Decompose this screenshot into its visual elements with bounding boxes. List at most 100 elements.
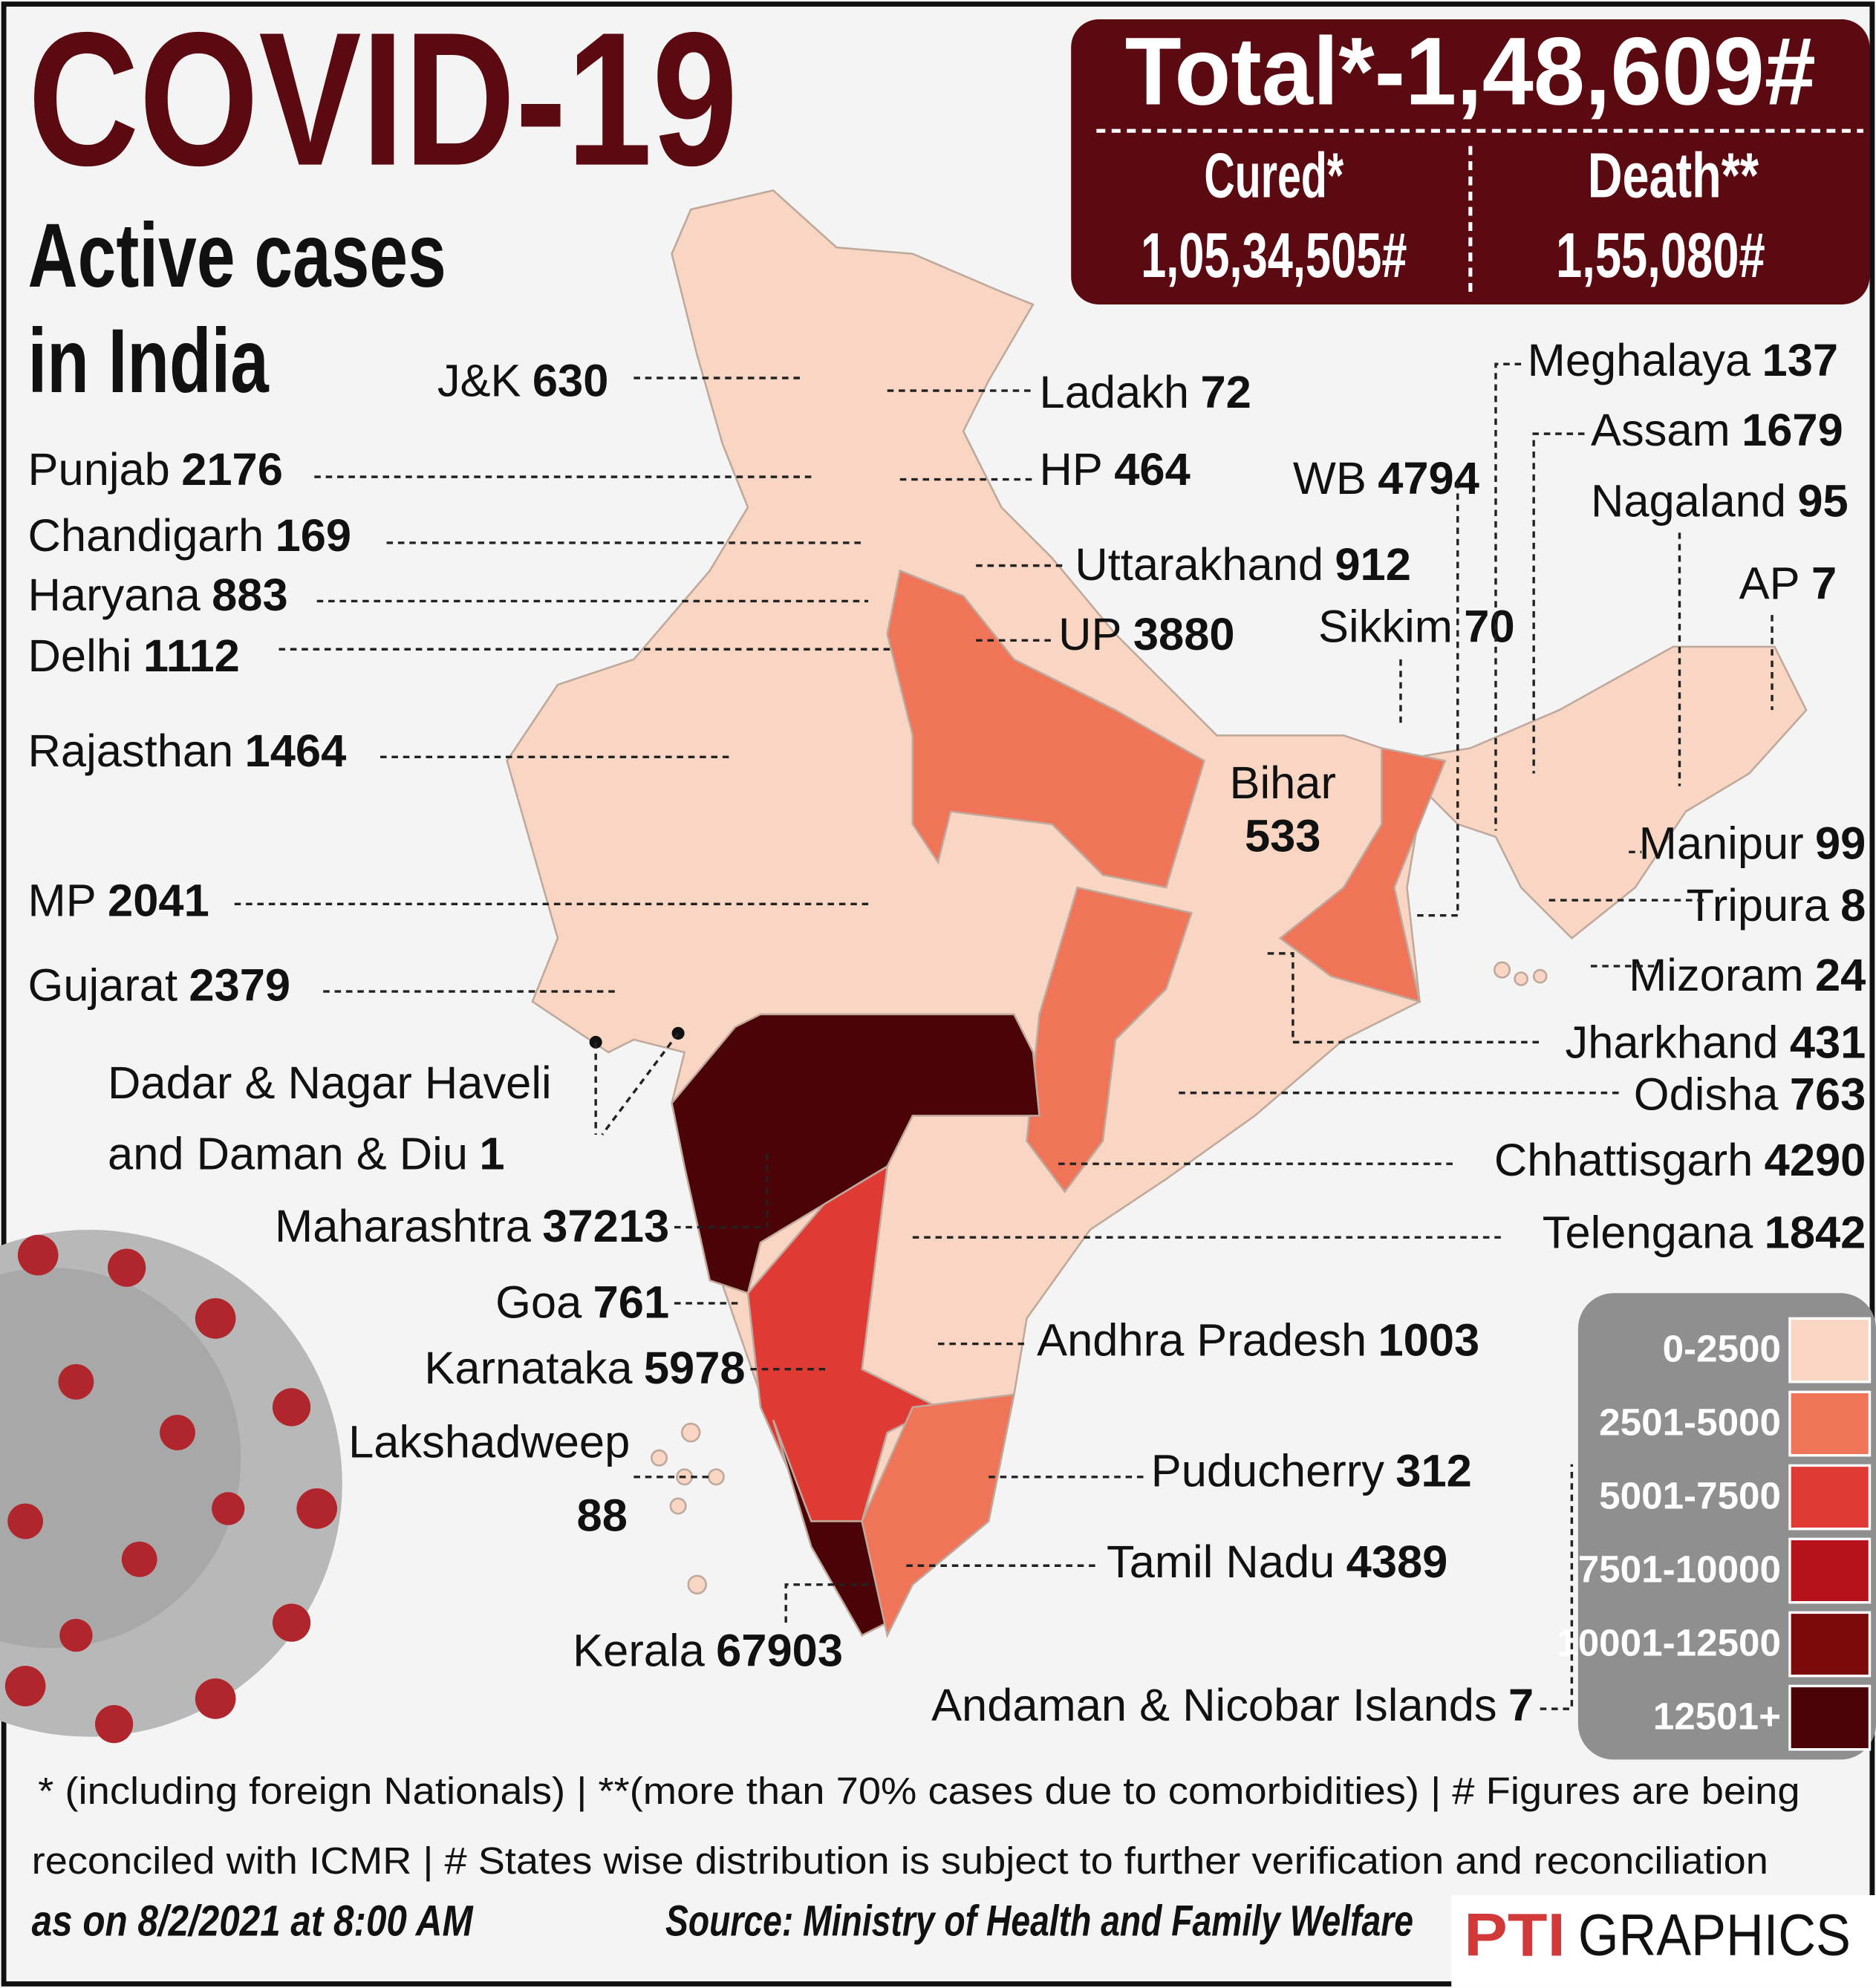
state-value: 2176 <box>181 444 283 495</box>
state-name: Odisha <box>1634 1069 1779 1121</box>
state-name: Ladakh <box>1040 367 1190 418</box>
state-value: 1 <box>479 1129 504 1180</box>
chhattisgarh <box>1026 886 1193 1193</box>
legend-swatch <box>1788 1464 1872 1531</box>
state-value: 464 <box>1114 444 1191 495</box>
leader-line <box>784 1583 875 1623</box>
state-value: 3880 <box>1133 609 1235 660</box>
legend-swatch <box>1788 1390 1872 1457</box>
state-value: 4389 <box>1346 1536 1448 1588</box>
state-value: 630 <box>532 356 609 407</box>
state-value: 5978 <box>644 1343 746 1394</box>
cured-value: 1,05,34,505# <box>1141 221 1407 291</box>
legend-swatch <box>1788 1684 1872 1751</box>
state-name: Assam <box>1591 405 1730 456</box>
state-label: Meghalaya 137 <box>1528 335 1838 386</box>
leader-line <box>674 1153 769 1229</box>
north-east <box>1392 645 1808 940</box>
leader-line <box>1532 432 1585 774</box>
state-name: Dadar & Nagar Haveli <box>108 1057 552 1109</box>
state-name: Telengana <box>1543 1208 1753 1259</box>
state-label: MP 2041 <box>28 876 209 927</box>
state-name: Kerala <box>573 1626 705 1677</box>
state-label: Sikkim 70 <box>1318 602 1515 653</box>
state-value: 95 <box>1797 476 1848 527</box>
state-name: J&K <box>437 356 521 407</box>
cured-label: Cured* <box>1204 140 1344 211</box>
legend-label: 5001-7500 <box>1599 1474 1781 1516</box>
leader-line <box>1494 362 1522 831</box>
state-label: Puducherry 312 <box>1151 1446 1472 1497</box>
state-name: Haryana <box>28 570 201 621</box>
state-name: WB <box>1293 453 1367 504</box>
state-value: 312 <box>1395 1446 1472 1497</box>
state-value: 67903 <box>716 1626 843 1677</box>
state-label: J&K 630 <box>437 356 609 407</box>
tamil-nadu <box>861 1393 1016 1638</box>
state-value: 1112 <box>143 630 240 682</box>
state-value: 137 <box>1762 335 1839 386</box>
death-label: Death** <box>1588 140 1759 211</box>
state-value: 2379 <box>189 960 290 1011</box>
state-value: 8 <box>1840 880 1866 931</box>
maharashtra <box>671 1013 1040 1294</box>
credit-text: GRAPHICS <box>1578 1902 1851 1967</box>
virus-illustration <box>0 1230 342 1744</box>
state-label: UP 3880 <box>1058 609 1234 660</box>
state-value: 533 <box>1245 811 1321 862</box>
total: Total*-1,48,609# <box>1125 18 1816 125</box>
state-label: Kerala 67903 <box>573 1626 843 1677</box>
state-name: Bihar <box>1230 757 1336 809</box>
state-name: Puducherry <box>1151 1446 1384 1497</box>
state-name: Chhattisgarh <box>1494 1135 1753 1186</box>
state-name: Nagaland <box>1591 476 1786 527</box>
state-label: Haryana 883 <box>28 570 288 621</box>
death-value: 1,55,080# <box>1556 221 1765 291</box>
state-name: HP <box>1040 444 1103 495</box>
legend-label: 12501+ <box>1653 1695 1781 1737</box>
state-value: 1842 <box>1765 1208 1866 1259</box>
legend-swatch <box>1788 1537 1872 1604</box>
state-name: Tripura <box>1686 880 1829 931</box>
state-name: and Daman & Diu <box>108 1129 468 1180</box>
state-label: and Daman & Diu 1 <box>108 1129 504 1180</box>
state-value: 4794 <box>1378 453 1479 504</box>
state-value: 1679 <box>1742 405 1843 456</box>
legend-swatch <box>1788 1317 1872 1384</box>
state-value: 70 <box>1464 602 1514 653</box>
state-label: Ladakh 72 <box>1040 367 1251 418</box>
state-value: 169 <box>276 510 352 561</box>
state-value: 7 <box>1811 558 1837 610</box>
state-label: Andaman & Nicobar Islands 7 <box>931 1680 1534 1731</box>
state-name: Goa <box>495 1277 582 1329</box>
state-name: Maharashtra <box>275 1201 532 1252</box>
footnote: reconciled with ICMR | # States wise dis… <box>32 1839 1768 1882</box>
state-label: Assam 1679 <box>1591 405 1843 456</box>
state-label: Karnataka 5978 <box>424 1343 745 1394</box>
state-value: 72 <box>1200 367 1251 418</box>
state-label: Rajasthan 1464 <box>28 726 347 777</box>
state-value: 883 <box>212 570 288 621</box>
state-label: Odisha 763 <box>1634 1069 1866 1121</box>
state-name: Tamil Nadu <box>1107 1536 1335 1588</box>
state-label: Goa 761 <box>495 1277 669 1329</box>
state-value: 37213 <box>542 1201 669 1252</box>
state-value: 1003 <box>1378 1315 1480 1366</box>
state-value: 2041 <box>108 876 209 927</box>
marker-dot <box>589 1035 602 1049</box>
state-value: 763 <box>1790 1069 1866 1121</box>
legend: 0-2500 2501-5000 5001-7500 7501-10000 10001-… <box>1557 1293 1876 1760</box>
legend-label: 0-2500 <box>1663 1327 1781 1369</box>
state-name: Uttarakhand <box>1075 539 1323 590</box>
state-value: 24 <box>1815 950 1866 1001</box>
state-label: Dadar & Nagar Haveli <box>108 1057 552 1109</box>
legend-swatch <box>1788 1611 1872 1678</box>
state-name: Meghalaya <box>1528 335 1751 386</box>
legend-label: 10001-12500 <box>1557 1621 1781 1663</box>
subtitle: Active cases <box>28 205 446 307</box>
state-value: 4290 <box>1765 1135 1866 1186</box>
state-name: Karnataka <box>424 1343 633 1394</box>
